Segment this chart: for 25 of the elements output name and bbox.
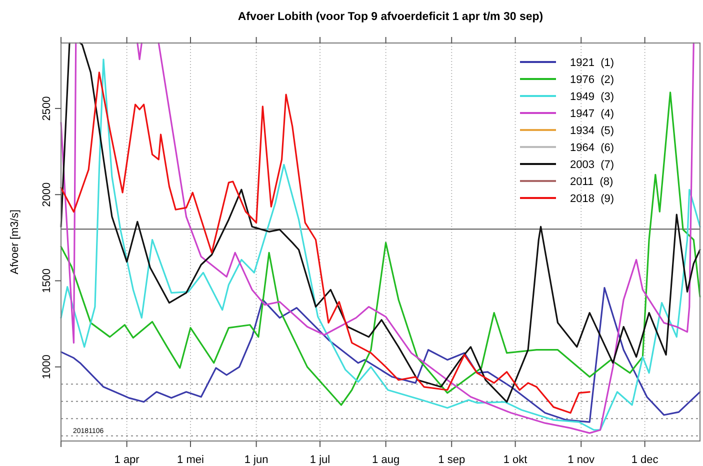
legend-label: 1947 (4) [570,108,614,120]
legend-label: 2011 (8) [570,176,614,188]
x-tick-label: 1 mei [177,454,204,466]
legend-label: 1934 (5) [570,125,614,137]
x-tick-label: 1 apr [114,454,140,466]
x-tick-label: 1 jun [244,454,268,466]
legend-label: 1964 (6) [570,142,614,154]
x-tick-label: 1 dec [631,454,659,466]
x-tick-label: 1 jul [310,454,330,466]
x-tick-label: 1 aug [372,454,400,466]
y-tick-label: 1500 [41,268,53,294]
x-tick-label: 1 okt [503,454,528,466]
legend-label: 1949 (3) [570,91,614,103]
x-tick-label: 1 nov [568,454,596,466]
line-series [60,287,701,423]
x-tick-label: 1 sep [438,454,466,466]
chart-title: Afvoer Lobith (voor Top 9 afvoerdeficit 1 apr t/m 30 sep) [238,11,544,23]
legend-label: 1921 (1) [570,57,614,69]
legend-label: 1976 (2) [570,74,614,86]
y-tick-label: 2500 [41,96,53,121]
y-tick-label: 1000 [41,354,53,380]
y-axis-title: Afvoer [m3/s] [9,210,21,274]
y-tick-label: 2000 [41,182,53,207]
legend-label: 2003 (7) [570,159,614,171]
legend-label: 2018 (9) [570,193,614,205]
